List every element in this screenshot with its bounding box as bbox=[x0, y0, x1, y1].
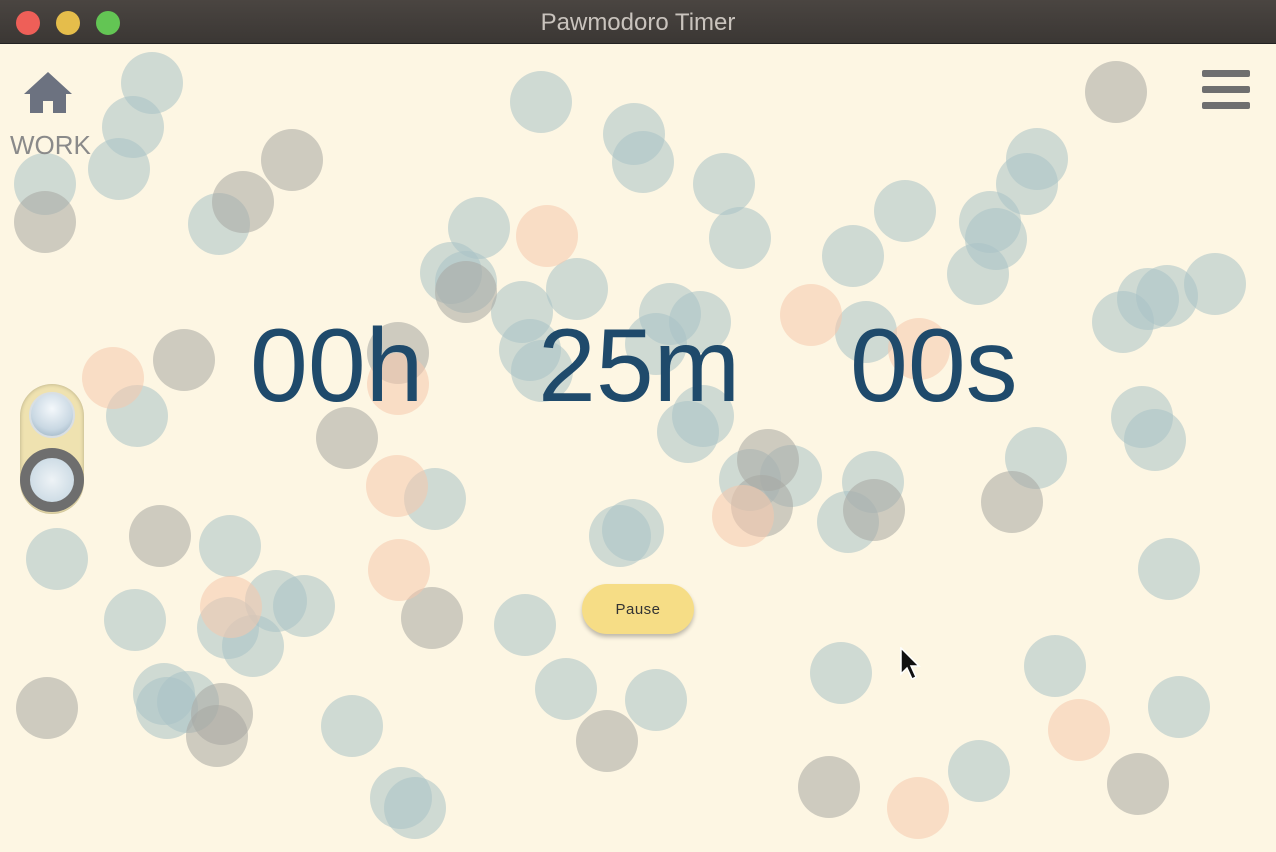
break-mode-knob bbox=[20, 448, 84, 512]
mode-toggle-switch[interactable] bbox=[20, 384, 84, 514]
work-mode-orb-icon bbox=[29, 392, 75, 438]
title-bar: Pawmodoro Timer bbox=[0, 0, 1276, 44]
close-window-button[interactable] bbox=[16, 11, 40, 35]
home-icon bbox=[24, 72, 72, 113]
minimize-window-button[interactable] bbox=[56, 11, 80, 35]
bubble-background bbox=[14, 52, 1246, 839]
home-button[interactable] bbox=[22, 68, 74, 116]
timer-screen: WORK 00h 25m 00s Pause bbox=[0, 44, 1276, 852]
mode-label: WORK bbox=[10, 130, 91, 160]
pause-button[interactable]: Pause bbox=[582, 584, 694, 634]
break-mode-orb-icon bbox=[30, 458, 74, 502]
timer-hours: 00h bbox=[250, 308, 424, 424]
maximize-window-button[interactable] bbox=[96, 11, 120, 35]
mouse-pointer-icon bbox=[900, 647, 921, 681]
timer-seconds: 00s bbox=[850, 308, 1018, 424]
window-title: Pawmodoro Timer bbox=[540, 9, 736, 36]
timer-minutes: 25m bbox=[538, 308, 741, 424]
hamburger-menu-icon[interactable] bbox=[1200, 68, 1252, 114]
